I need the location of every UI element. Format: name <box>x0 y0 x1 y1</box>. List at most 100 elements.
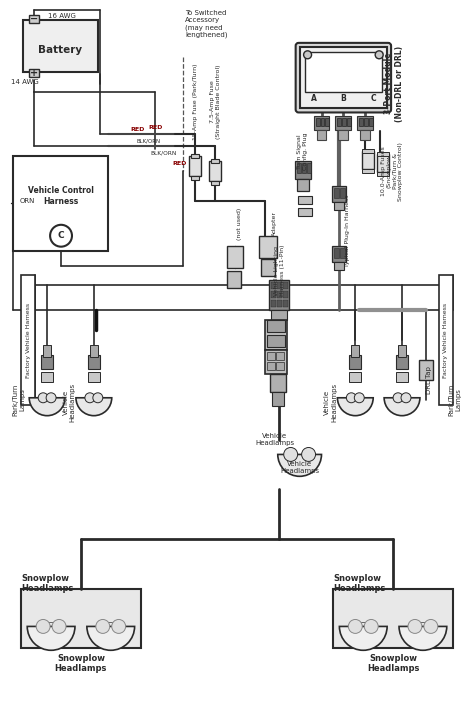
Wedge shape <box>399 626 447 650</box>
Text: RED: RED <box>148 125 163 130</box>
Wedge shape <box>384 397 420 415</box>
Bar <box>439 276 453 405</box>
Bar <box>362 151 374 169</box>
Bar <box>259 235 277 258</box>
Text: (not used): (not used) <box>237 207 243 240</box>
Bar <box>191 154 199 158</box>
Text: RED: RED <box>130 127 145 132</box>
Bar <box>301 163 306 173</box>
Bar <box>335 202 345 210</box>
Bar <box>351 345 359 357</box>
Bar <box>211 159 219 163</box>
Circle shape <box>96 619 110 634</box>
Circle shape <box>36 619 50 634</box>
Wedge shape <box>29 397 65 415</box>
Bar <box>332 246 346 261</box>
Text: A: A <box>310 94 317 103</box>
Bar <box>43 345 51 357</box>
Bar <box>271 292 276 298</box>
Bar <box>333 589 453 648</box>
Bar <box>267 320 285 332</box>
Bar <box>396 372 408 382</box>
Circle shape <box>401 393 411 402</box>
Text: Vehicle Control
Harness: Vehicle Control Harness <box>28 186 94 206</box>
Circle shape <box>304 51 311 59</box>
Bar <box>313 117 329 130</box>
Bar <box>261 258 275 276</box>
Bar <box>41 372 53 382</box>
Bar <box>88 355 100 369</box>
Bar <box>271 300 276 307</box>
Text: Factory Vehicle Harness: Factory Vehicle Harness <box>443 302 448 378</box>
Bar <box>359 118 363 127</box>
Bar <box>298 208 311 216</box>
Bar <box>337 118 341 127</box>
Text: Vehicle Lighting
Harness (11-Pin): Vehicle Lighting Harness (11-Pin) <box>274 245 285 296</box>
Bar <box>347 118 351 127</box>
Text: DRL Tap: DRL Tap <box>426 366 432 394</box>
Wedge shape <box>87 626 135 650</box>
Bar <box>342 118 346 127</box>
Text: Snowplow
Headlamps: Snowplow Headlamps <box>21 574 73 593</box>
Text: C: C <box>370 94 376 103</box>
Bar <box>326 118 329 127</box>
Text: Battery: Battery <box>38 45 82 55</box>
Bar <box>298 196 311 204</box>
Bar <box>398 345 406 357</box>
Bar <box>396 355 408 369</box>
Bar <box>300 47 387 109</box>
Text: Park/Turn
Lamps: Park/Turn Lamps <box>13 384 26 416</box>
Circle shape <box>93 393 103 402</box>
Bar <box>369 118 373 127</box>
Text: +: + <box>30 68 38 78</box>
Bar <box>338 130 348 140</box>
Bar <box>362 169 374 173</box>
Bar <box>377 154 389 172</box>
Text: Snowplow
Headlamps: Snowplow Headlamps <box>367 654 419 673</box>
Text: 15-Amp Fuse (Park/Turn): 15-Amp Fuse (Park/Turn) <box>193 63 198 140</box>
Circle shape <box>85 393 95 402</box>
Wedge shape <box>337 397 373 415</box>
Text: Turn Signal
Config. Plug: Turn Signal Config. Plug <box>297 132 308 170</box>
Circle shape <box>348 619 362 634</box>
Circle shape <box>424 619 438 634</box>
Bar <box>283 300 288 307</box>
Circle shape <box>38 393 48 402</box>
Bar <box>29 68 39 76</box>
Text: Typical Plug-In Harness: Typical Plug-In Harness <box>345 194 350 267</box>
Bar <box>270 374 286 392</box>
Circle shape <box>50 225 72 247</box>
Circle shape <box>112 619 126 634</box>
Text: 10.0-Amp Fuses
(Snowplow
Park/Turn &
Snowplow Control): 10.0-Amp Fuses (Snowplow Park/Turn & Sno… <box>381 142 403 201</box>
Bar <box>340 248 346 258</box>
Bar <box>90 345 98 357</box>
Bar <box>335 188 339 198</box>
Bar <box>267 362 275 370</box>
Text: Factory Vehicle Harness: Factory Vehicle Harness <box>26 302 31 378</box>
Bar <box>265 320 287 350</box>
Wedge shape <box>278 454 321 477</box>
Bar <box>88 372 100 382</box>
Bar <box>335 261 345 269</box>
Text: RED: RED <box>173 161 187 166</box>
Circle shape <box>354 393 364 402</box>
Circle shape <box>364 619 378 634</box>
Bar <box>283 282 288 289</box>
Circle shape <box>52 619 66 634</box>
Bar <box>276 362 284 370</box>
Bar <box>271 282 276 289</box>
Bar <box>269 281 289 310</box>
Bar <box>332 186 346 202</box>
Bar <box>277 282 282 289</box>
Circle shape <box>346 393 356 402</box>
FancyBboxPatch shape <box>296 43 391 112</box>
Text: Vehicle
Headlamps: Vehicle Headlamps <box>63 383 75 423</box>
Text: 3-Port Module
(Non-DRL or DRL): 3-Port Module (Non-DRL or DRL) <box>384 45 404 122</box>
Text: 16 AWG: 16 AWG <box>48 13 76 19</box>
Bar <box>21 276 35 405</box>
Bar <box>227 246 243 268</box>
Bar <box>13 156 108 251</box>
Bar <box>191 176 199 180</box>
Bar <box>265 350 287 374</box>
Wedge shape <box>76 397 112 415</box>
